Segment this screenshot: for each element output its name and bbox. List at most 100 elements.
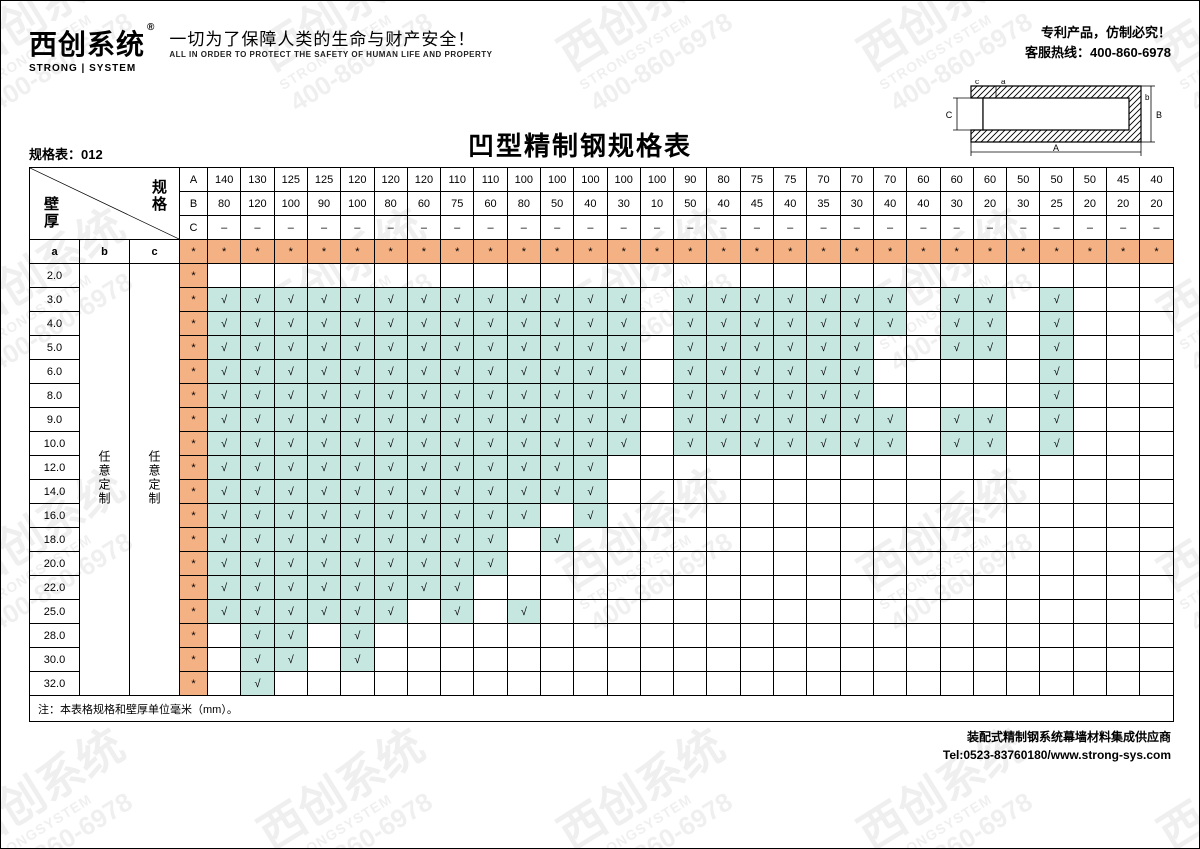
cell-14-0: √ [208, 600, 241, 624]
cell-0-27 [1107, 264, 1140, 288]
cell-6-12: √ [607, 408, 640, 432]
footer: 装配式精制钢系统幕墙材料集成供应商 Tel:0523-83760180/www.… [29, 728, 1171, 764]
cell-8-25 [1040, 456, 1073, 480]
cell-12-23 [973, 552, 1006, 576]
cell-4-24 [1007, 360, 1040, 384]
dim-A-23: 60 [973, 168, 1006, 192]
dim-B-24: 30 [1007, 192, 1040, 216]
cell-2-27 [1107, 312, 1140, 336]
cell-0-16 [740, 264, 773, 288]
cell-14-13 [640, 600, 673, 624]
cell-16-22 [940, 648, 973, 672]
cell-7-15: √ [707, 432, 740, 456]
cell-7-10: √ [540, 432, 573, 456]
cell-10-16 [740, 504, 773, 528]
cell-9-28 [1140, 480, 1173, 504]
cell-5-14: √ [674, 384, 707, 408]
dim-B-19: 30 [840, 192, 873, 216]
cell-5-6: √ [407, 384, 440, 408]
cell-14-22 [940, 600, 973, 624]
cell-17-7 [441, 672, 474, 696]
cell-11-4: √ [341, 528, 374, 552]
cell-14-7: √ [441, 600, 474, 624]
cell-9-9: √ [507, 480, 540, 504]
dim-B-15: 40 [707, 192, 740, 216]
dim-B-12: 30 [607, 192, 640, 216]
cell-2-5: √ [374, 312, 407, 336]
star-header-10: * [507, 240, 540, 264]
cell-11-0: √ [208, 528, 241, 552]
cell-1-6: √ [407, 288, 440, 312]
cell-15-4: √ [341, 624, 374, 648]
cell-7-23: √ [973, 432, 1006, 456]
cell-14-8 [474, 600, 507, 624]
cell-4-6: √ [407, 360, 440, 384]
cell-4-17: √ [774, 360, 807, 384]
cell-8-3: √ [307, 456, 340, 480]
dim-C-16: – [740, 216, 773, 240]
cell-13-22 [940, 576, 973, 600]
cell-4-0: √ [208, 360, 241, 384]
cell-2-1: √ [241, 312, 274, 336]
cell-4-28 [1140, 360, 1173, 384]
star-header-17: * [740, 240, 773, 264]
cell-9-22 [940, 480, 973, 504]
cell-4-23 [973, 360, 1006, 384]
star-row-11: * [180, 528, 208, 552]
cell-8-17 [774, 456, 807, 480]
cell-3-7: √ [441, 336, 474, 360]
cell-3-15: √ [707, 336, 740, 360]
star-header-19: * [807, 240, 840, 264]
cell-0-14 [674, 264, 707, 288]
brand: 西创系统® STRONG | SYSTEM 一切为了保障人类的生命与财产安全！ … [29, 23, 493, 74]
cell-16-7 [441, 648, 474, 672]
cell-0-4 [341, 264, 374, 288]
cell-11-18 [807, 528, 840, 552]
cell-0-15 [707, 264, 740, 288]
cell-0-5 [374, 264, 407, 288]
cell-4-12: √ [607, 360, 640, 384]
cell-15-26 [1073, 624, 1106, 648]
cell-12-11 [574, 552, 607, 576]
cell-2-13 [640, 312, 673, 336]
star-row-5: * [180, 384, 208, 408]
cell-3-5: √ [374, 336, 407, 360]
cell-16-3 [307, 648, 340, 672]
cell-15-23 [973, 624, 1006, 648]
cell-4-16: √ [740, 360, 773, 384]
cell-7-8: √ [474, 432, 507, 456]
footer-line1: 装配式精制钢系统幕墙材料集成供应商 [29, 728, 1171, 746]
cell-7-9: √ [507, 432, 540, 456]
cell-12-27 [1107, 552, 1140, 576]
cell-14-3: √ [307, 600, 340, 624]
star-row-6: * [180, 408, 208, 432]
cell-6-25: √ [1040, 408, 1073, 432]
cell-1-11: √ [574, 288, 607, 312]
dim-C-3: – [307, 216, 340, 240]
dim-A-6: 120 [407, 168, 440, 192]
cell-2-16: √ [740, 312, 773, 336]
cell-16-13 [640, 648, 673, 672]
cell-8-10: √ [540, 456, 573, 480]
dim-C-13: – [640, 216, 673, 240]
cell-4-9: √ [507, 360, 540, 384]
cell-13-25 [1040, 576, 1073, 600]
cell-3-8: √ [474, 336, 507, 360]
cell-12-18 [807, 552, 840, 576]
dim-B-5: 80 [374, 192, 407, 216]
cell-10-1: √ [241, 504, 274, 528]
cell-6-19: √ [840, 408, 873, 432]
cell-12-22 [940, 552, 973, 576]
cell-6-26 [1073, 408, 1106, 432]
dim-A-1: 130 [241, 168, 274, 192]
dim-A-3: 125 [307, 168, 340, 192]
cell-8-23 [973, 456, 1006, 480]
cell-9-17 [774, 480, 807, 504]
cell-14-23 [973, 600, 1006, 624]
dim-B-3: 90 [307, 192, 340, 216]
dim-B-23: 20 [973, 192, 1006, 216]
cell-3-4: √ [341, 336, 374, 360]
cell-12-8: √ [474, 552, 507, 576]
dim-B-13: 10 [640, 192, 673, 216]
cell-8-15 [707, 456, 740, 480]
